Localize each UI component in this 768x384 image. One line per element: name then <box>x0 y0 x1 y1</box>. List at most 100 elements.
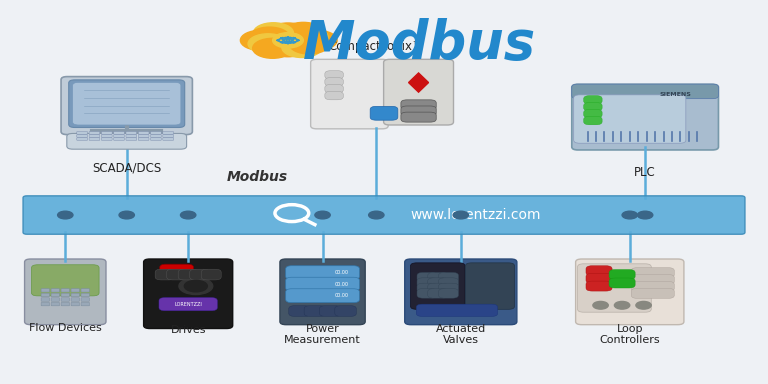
Circle shape <box>290 34 329 54</box>
Text: CompactLogix™: CompactLogix™ <box>329 40 424 53</box>
FancyBboxPatch shape <box>167 269 187 280</box>
FancyBboxPatch shape <box>428 283 448 293</box>
Text: SIEMENS: SIEMENS <box>659 92 691 98</box>
FancyBboxPatch shape <box>51 293 59 296</box>
FancyBboxPatch shape <box>61 77 192 135</box>
Circle shape <box>253 38 293 58</box>
Text: www.lorentzzi.com: www.lorentzzi.com <box>411 208 541 222</box>
FancyBboxPatch shape <box>586 273 612 283</box>
FancyBboxPatch shape <box>439 278 458 287</box>
Text: 00.00: 00.00 <box>335 293 349 298</box>
FancyBboxPatch shape <box>428 278 448 287</box>
FancyBboxPatch shape <box>417 273 437 282</box>
FancyBboxPatch shape <box>325 71 343 79</box>
FancyBboxPatch shape <box>578 264 651 312</box>
FancyBboxPatch shape <box>71 293 80 296</box>
Text: Drives: Drives <box>170 325 206 335</box>
FancyBboxPatch shape <box>89 138 100 141</box>
Text: Flow Devices: Flow Devices <box>29 323 101 333</box>
FancyBboxPatch shape <box>304 306 326 316</box>
FancyBboxPatch shape <box>609 278 635 288</box>
FancyBboxPatch shape <box>23 196 745 234</box>
FancyBboxPatch shape <box>159 298 217 311</box>
FancyBboxPatch shape <box>586 281 612 291</box>
FancyBboxPatch shape <box>631 275 674 285</box>
FancyBboxPatch shape <box>114 131 124 134</box>
Circle shape <box>253 23 293 43</box>
FancyBboxPatch shape <box>417 278 437 287</box>
FancyBboxPatch shape <box>384 60 453 125</box>
FancyBboxPatch shape <box>51 303 59 306</box>
FancyBboxPatch shape <box>71 303 80 306</box>
FancyBboxPatch shape <box>584 103 602 111</box>
FancyBboxPatch shape <box>417 283 437 293</box>
Circle shape <box>622 211 637 219</box>
FancyBboxPatch shape <box>163 135 174 137</box>
Circle shape <box>250 27 290 47</box>
FancyBboxPatch shape <box>126 135 137 137</box>
FancyBboxPatch shape <box>114 135 124 137</box>
Text: Actuated
Valves: Actuated Valves <box>435 324 486 345</box>
FancyBboxPatch shape <box>163 138 174 141</box>
FancyBboxPatch shape <box>439 273 458 282</box>
FancyBboxPatch shape <box>201 269 221 280</box>
FancyBboxPatch shape <box>151 135 161 137</box>
Text: Loop
Controllers: Loop Controllers <box>600 324 660 345</box>
FancyBboxPatch shape <box>77 135 88 137</box>
FancyBboxPatch shape <box>68 80 184 127</box>
Circle shape <box>315 211 330 219</box>
Circle shape <box>240 30 280 50</box>
FancyBboxPatch shape <box>81 298 89 301</box>
FancyBboxPatch shape <box>71 289 80 292</box>
FancyBboxPatch shape <box>286 277 359 291</box>
FancyBboxPatch shape <box>144 259 233 328</box>
FancyBboxPatch shape <box>67 134 187 149</box>
FancyBboxPatch shape <box>401 112 436 122</box>
FancyBboxPatch shape <box>163 131 174 134</box>
FancyBboxPatch shape <box>89 131 100 134</box>
Circle shape <box>248 34 288 54</box>
Circle shape <box>180 211 196 219</box>
Circle shape <box>614 301 630 309</box>
FancyBboxPatch shape <box>41 298 50 301</box>
FancyBboxPatch shape <box>325 78 343 86</box>
FancyBboxPatch shape <box>416 304 498 316</box>
FancyBboxPatch shape <box>584 109 602 118</box>
FancyBboxPatch shape <box>574 95 686 143</box>
Text: SCADA/DCS: SCADA/DCS <box>92 161 161 174</box>
FancyBboxPatch shape <box>584 96 602 104</box>
FancyBboxPatch shape <box>61 303 69 306</box>
FancyBboxPatch shape <box>586 266 612 276</box>
Circle shape <box>268 23 308 43</box>
Polygon shape <box>409 73 429 92</box>
FancyBboxPatch shape <box>77 131 88 134</box>
Circle shape <box>637 211 653 219</box>
FancyBboxPatch shape <box>286 289 359 303</box>
FancyBboxPatch shape <box>101 135 112 137</box>
FancyBboxPatch shape <box>41 303 50 306</box>
FancyBboxPatch shape <box>61 293 69 296</box>
FancyBboxPatch shape <box>631 268 674 278</box>
FancyBboxPatch shape <box>280 259 365 324</box>
FancyBboxPatch shape <box>401 100 436 110</box>
FancyBboxPatch shape <box>289 306 310 316</box>
FancyBboxPatch shape <box>439 289 458 298</box>
FancyBboxPatch shape <box>81 293 89 296</box>
Circle shape <box>636 301 651 309</box>
FancyBboxPatch shape <box>428 273 448 282</box>
FancyBboxPatch shape <box>81 289 89 292</box>
Circle shape <box>453 211 468 219</box>
FancyBboxPatch shape <box>178 269 198 280</box>
FancyBboxPatch shape <box>151 138 161 141</box>
Text: 00.00: 00.00 <box>335 270 349 275</box>
FancyBboxPatch shape <box>310 60 388 129</box>
Text: PLC: PLC <box>634 166 656 179</box>
FancyBboxPatch shape <box>584 116 602 125</box>
Text: Modbus: Modbus <box>227 170 288 184</box>
FancyBboxPatch shape <box>138 138 149 141</box>
FancyBboxPatch shape <box>286 266 359 280</box>
FancyBboxPatch shape <box>190 269 210 280</box>
FancyBboxPatch shape <box>72 83 181 125</box>
Circle shape <box>58 211 73 219</box>
FancyBboxPatch shape <box>631 288 674 298</box>
